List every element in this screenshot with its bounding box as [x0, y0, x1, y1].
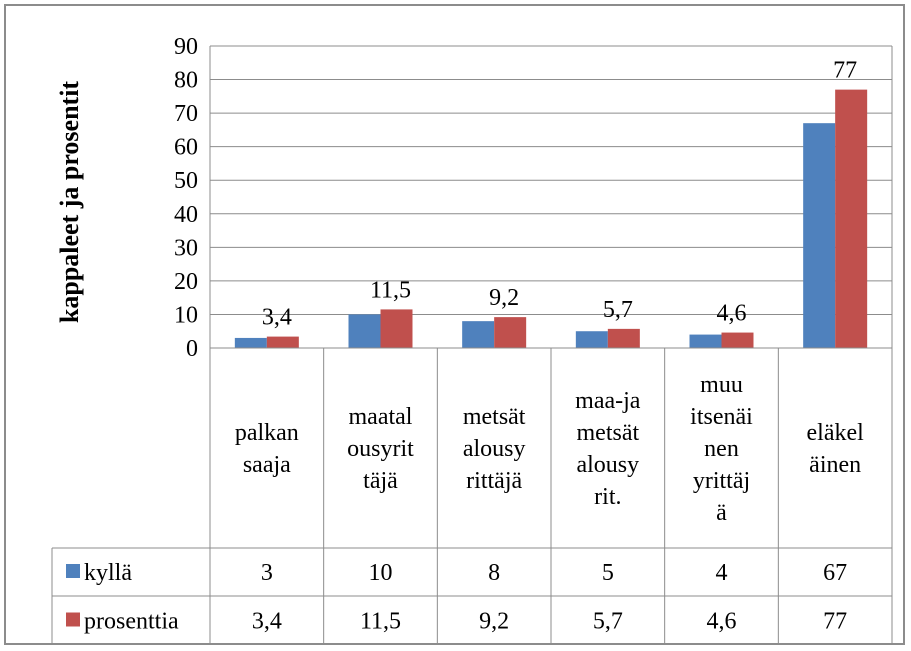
category-label: eläkel — [807, 420, 865, 446]
category-label: rit. — [594, 484, 621, 510]
category-label: nen — [704, 436, 739, 462]
y-tick-label: 40 — [174, 202, 198, 228]
y-tick-label: 70 — [174, 101, 198, 127]
bar-prosenttia-4 — [721, 332, 754, 348]
category-label: yrittäj — [693, 468, 750, 494]
table-cell: 4 — [716, 560, 728, 586]
bar-kyllä-4 — [689, 334, 722, 348]
bar-kyllä-1 — [348, 314, 381, 348]
bars — [234, 89, 868, 348]
category-label: äinen — [809, 452, 861, 478]
y-tick-label: 90 — [174, 34, 198, 60]
category-label: maa-ja — [575, 388, 641, 414]
data-label: 11,5 — [370, 277, 411, 303]
data-label: 4,6 — [717, 301, 747, 327]
legend-label: kyllä — [84, 560, 132, 586]
data-label: 3,4 — [262, 305, 292, 331]
bar-prosenttia-5 — [835, 89, 868, 348]
table-cell: 11,5 — [360, 609, 401, 635]
table-cell: 77 — [823, 609, 847, 635]
category-label: metsät — [577, 420, 640, 446]
category-label: täjä — [363, 468, 398, 494]
table-cell: 8 — [488, 560, 500, 586]
bar-kyllä-5 — [803, 123, 836, 348]
table-cell: 5,7 — [593, 609, 623, 635]
category-label: saaja — [243, 452, 291, 478]
y-axis: 0 10 20 30 40 50 60 70 80 90 — [174, 34, 893, 645]
data-label: 5,7 — [603, 297, 633, 323]
data-table: palkan saaja maatal ousyrit täjä metsät alousy… — [51, 348, 893, 645]
bar-prosenttia-3 — [607, 328, 640, 348]
y-tick-label: 10 — [174, 302, 198, 328]
table-cell: 10 — [369, 560, 393, 586]
category-label: itsenäi — [690, 404, 753, 430]
table-cell: 9,2 — [479, 609, 509, 635]
bar-kyllä-3 — [575, 331, 608, 348]
category-label: metsät — [463, 404, 526, 430]
data-labels: 3,4 11,5 9,2 5,7 4,6 77 — [262, 58, 857, 331]
y-tick-label: 50 — [174, 168, 198, 194]
y-tick-label: 60 — [174, 135, 198, 161]
table-cell: 4,6 — [707, 609, 737, 635]
legend-key-kyllä — [66, 564, 80, 578]
table-cell: 3 — [261, 560, 273, 586]
bar-kyllä-0 — [234, 337, 267, 348]
table-cell: 67 — [823, 560, 847, 586]
category-label: muu — [700, 372, 743, 398]
y-tick-label: 20 — [174, 269, 198, 295]
category-label: palkan — [235, 420, 299, 446]
bar-kyllä-2 — [462, 321, 495, 348]
data-label: 9,2 — [489, 285, 519, 311]
y-tick-label: 80 — [174, 68, 198, 94]
category-label: alousy — [463, 436, 526, 462]
chart-frame — [4, 4, 905, 645]
legend-label: prosenttia — [84, 609, 179, 635]
category-label: alousy — [576, 452, 639, 478]
category-label: ousyrit — [347, 436, 414, 462]
bar-prosenttia-1 — [380, 309, 413, 348]
bar-prosenttia-0 — [266, 336, 299, 348]
category-label: rittäjä — [466, 468, 522, 494]
y-tick-label: 30 — [174, 235, 198, 261]
category-label: ä — [716, 500, 727, 526]
bar-prosenttia-2 — [494, 317, 527, 348]
y-axis-label: kappaleet ja prosentit — [55, 81, 84, 324]
table-cell: 5 — [602, 560, 614, 586]
gridlines — [210, 45, 892, 315]
legend-key-prosenttia — [66, 612, 80, 627]
table-cell: 3,4 — [252, 609, 282, 635]
data-label: 77 — [833, 58, 857, 84]
category-label: maatal — [349, 404, 413, 430]
y-tick-label: 0 — [186, 336, 198, 362]
